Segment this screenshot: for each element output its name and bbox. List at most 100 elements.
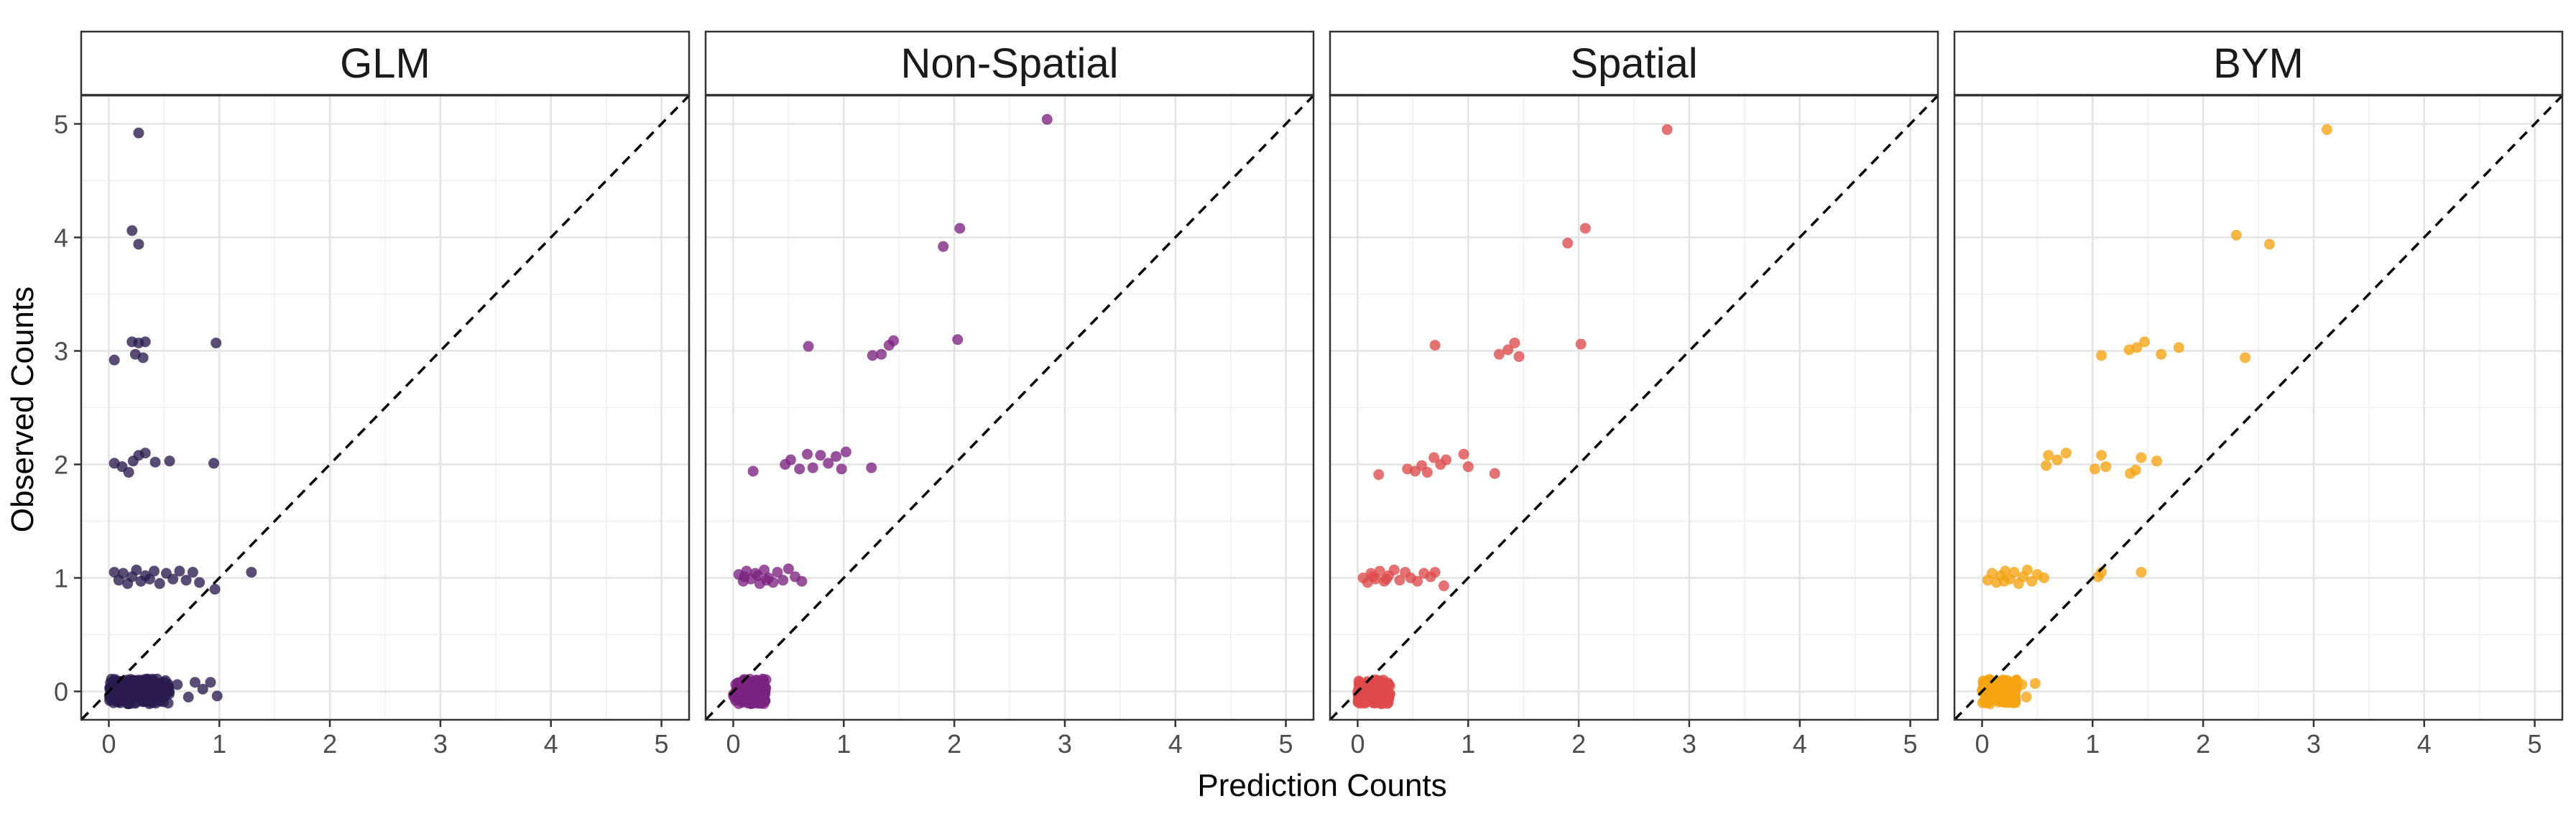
- data-point: [126, 225, 138, 236]
- x-tick-label: 0: [1350, 729, 1365, 759]
- data-point: [2060, 448, 2072, 459]
- x-tick-label: 4: [544, 729, 558, 759]
- data-point: [205, 677, 216, 688]
- grid: [81, 96, 689, 720]
- points: [728, 113, 1053, 710]
- data-point: [1394, 575, 1405, 586]
- x-tick-label: 0: [101, 729, 116, 759]
- data-point: [752, 697, 764, 708]
- panel-non-spatial: Non-Spatial 0 1 2 3 4 5: [704, 30, 1315, 759]
- x-axis-title: Prediction Counts: [1197, 768, 1446, 803]
- identity-reference-line: [1330, 96, 1938, 720]
- x-tick-label: 3: [433, 729, 448, 759]
- data-point: [2089, 463, 2100, 475]
- points: [1977, 124, 2332, 710]
- panel-glm: GLM 0 1 2 3 4 5: [80, 30, 691, 759]
- data-point: [772, 567, 783, 578]
- data-point: [2173, 342, 2184, 353]
- data-point: [2096, 567, 2108, 578]
- data-point: [1428, 452, 1440, 463]
- identity-reference-line: [706, 96, 1314, 720]
- data-point: [154, 578, 165, 589]
- y-tick-label: 2: [54, 450, 68, 480]
- data-point: [1375, 698, 1386, 709]
- data-point: [1502, 344, 1514, 356]
- data-point: [137, 352, 149, 363]
- x-tick-label: 5: [2528, 729, 2542, 759]
- data-point: [144, 688, 156, 700]
- data-point: [1462, 461, 1474, 473]
- data-point: [794, 463, 805, 475]
- data-point: [2100, 461, 2112, 473]
- y-tick-label: 0: [54, 677, 68, 707]
- data-point: [153, 682, 165, 693]
- data-point: [2043, 450, 2054, 461]
- data-point: [2130, 464, 2141, 476]
- data-point: [1986, 567, 1998, 579]
- data-point: [1982, 677, 1993, 688]
- data-point: [2136, 452, 2147, 463]
- data-point: [135, 675, 147, 686]
- data-point: [189, 677, 200, 688]
- data-point: [2029, 677, 2041, 689]
- data-point: [1441, 454, 1452, 465]
- y-tick-label: 4: [54, 223, 68, 253]
- x-tick-label: 4: [1168, 729, 1183, 759]
- x-tick-label: 4: [2417, 729, 2432, 759]
- data-point: [133, 127, 144, 139]
- data-point: [2240, 352, 2251, 363]
- data-point: [2321, 124, 2332, 135]
- y-axis-title: Observed Counts: [5, 287, 40, 532]
- data-point: [1373, 469, 1385, 481]
- data-point: [172, 679, 183, 690]
- x-tick-label: 5: [655, 729, 669, 759]
- data-point: [2139, 336, 2151, 348]
- data-point: [761, 575, 772, 586]
- data-point: [831, 450, 842, 462]
- data-point: [133, 238, 144, 250]
- data-point: [187, 567, 198, 578]
- data-point: [183, 691, 194, 703]
- data-point: [106, 680, 118, 692]
- panel-bym: BYM 0 1 2 3 4 5: [1953, 30, 2564, 759]
- data-point: [211, 337, 222, 348]
- data-point: [757, 675, 769, 687]
- data-point: [2051, 454, 2063, 465]
- data-point: [876, 348, 887, 360]
- data-point: [796, 575, 808, 587]
- data-point: [867, 350, 878, 361]
- data-point: [109, 567, 120, 578]
- data-point: [194, 577, 206, 588]
- data-point: [2151, 455, 2162, 467]
- data-point: [174, 565, 185, 577]
- data-point: [803, 340, 814, 352]
- facet-strip: [1953, 30, 2564, 96]
- data-point: [1575, 338, 1587, 350]
- y-tick-label: 1: [54, 564, 68, 593]
- data-point: [747, 465, 759, 477]
- data-point: [139, 336, 151, 348]
- data-point: [938, 241, 949, 252]
- data-point: [197, 683, 208, 695]
- data-point: [180, 575, 192, 586]
- data-point: [2016, 679, 2028, 690]
- data-point: [1493, 348, 1505, 360]
- data-point: [149, 456, 161, 468]
- data-point: [109, 354, 120, 366]
- data-point: [739, 571, 750, 583]
- data-point: [785, 454, 796, 465]
- data-point: [144, 573, 155, 585]
- data-point: [783, 563, 794, 575]
- data-point: [2096, 450, 2108, 461]
- facet-label: Non-Spatial: [900, 40, 1118, 87]
- data-point: [731, 685, 742, 697]
- data-point: [1458, 448, 1469, 460]
- data-point: [108, 697, 119, 708]
- facet-strip: [80, 30, 691, 96]
- x-tick-label: 3: [1682, 729, 1696, 759]
- x-tick-label: 1: [836, 729, 851, 759]
- data-point: [1365, 690, 1377, 701]
- x-tick-label: 0: [726, 729, 740, 759]
- data-point: [2021, 691, 2032, 703]
